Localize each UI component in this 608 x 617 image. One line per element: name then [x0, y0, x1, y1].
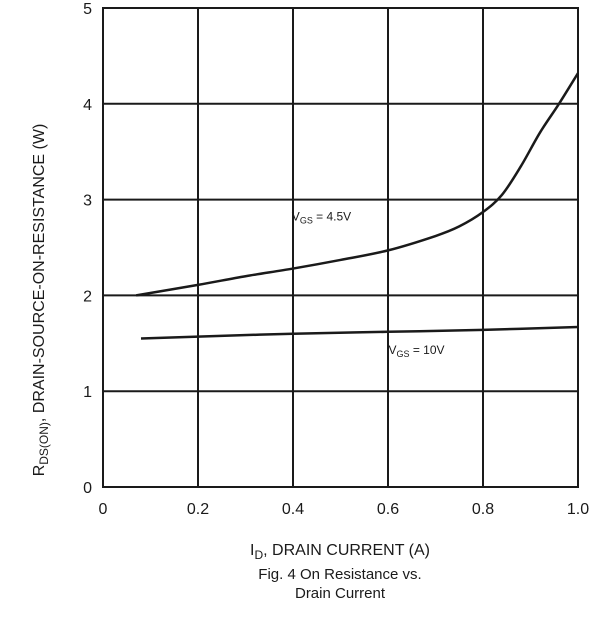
x-axis-label: ID, DRAIN CURRENT (A) — [250, 542, 430, 562]
y-tick-label: 4 — [83, 97, 92, 114]
y-axis-label-rest: , DRAIN-SOURCE-ON-RESISTANCE (W) — [31, 124, 48, 422]
x-axis-label-rest: , DRAIN CURRENT (A) — [263, 542, 430, 559]
y-axis-label-main: R — [31, 465, 48, 477]
caption-line-2: Drain Current — [295, 585, 386, 602]
x-axis-label-sub: D — [254, 548, 263, 562]
y-tick-label: 0 — [83, 480, 92, 497]
x-tick-label: 1.0 — [567, 501, 589, 518]
y-ticks: 0 1 2 3 4 5 — [83, 1, 92, 497]
plot-border — [102, 7, 579, 488]
y-axis-label-sub: DS(ON) — [37, 422, 51, 465]
series-annotation-1: VGS = 10V — [388, 343, 444, 359]
x-tick-label: 0 — [99, 501, 108, 518]
y-tick-label: 5 — [83, 1, 92, 18]
annotations: VGS = 4.5V VGS = 10V — [292, 210, 445, 359]
y-tick-label: 1 — [83, 384, 92, 401]
grid — [103, 8, 578, 487]
x-tick-label: 0.8 — [472, 501, 494, 518]
x-ticks: 0 0.2 0.4 0.6 0.8 1.0 — [99, 501, 590, 518]
x-axis-label-main: I — [250, 542, 254, 559]
caption-line-1: Fig. 4 On Resistance vs. — [258, 566, 421, 583]
plot-frame — [102, 7, 579, 488]
series-lines — [136, 72, 580, 340]
y-tick-label: 3 — [83, 193, 92, 210]
x-tick-label: 0.6 — [377, 501, 399, 518]
x-tick-label: 0.2 — [187, 501, 209, 518]
series-line-0 — [136, 72, 580, 297]
series-annotation-0: VGS = 4.5V — [292, 210, 351, 226]
series-line-1 — [140, 325, 579, 340]
y-tick-label: 2 — [83, 288, 92, 305]
y-axis-label: RDS(ON), DRAIN-SOURCE-ON-RESISTANCE (W) — [31, 124, 51, 477]
x-tick-label: 0.4 — [282, 501, 304, 518]
